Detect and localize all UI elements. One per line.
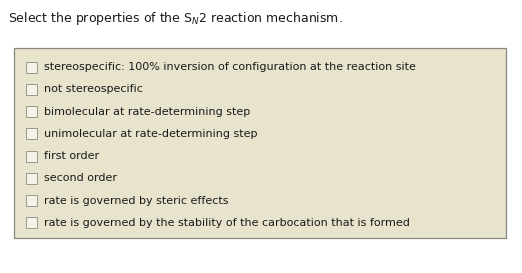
- Text: unimolecular at rate-determining step: unimolecular at rate-determining step: [44, 129, 257, 139]
- FancyBboxPatch shape: [26, 62, 37, 73]
- FancyBboxPatch shape: [26, 151, 37, 162]
- Text: second order: second order: [44, 173, 117, 183]
- FancyBboxPatch shape: [26, 84, 37, 95]
- FancyBboxPatch shape: [26, 128, 37, 140]
- FancyBboxPatch shape: [14, 48, 506, 238]
- FancyBboxPatch shape: [26, 173, 37, 184]
- Text: first order: first order: [44, 151, 99, 161]
- FancyBboxPatch shape: [26, 217, 37, 229]
- Text: rate is governed by steric effects: rate is governed by steric effects: [44, 196, 229, 206]
- Text: rate is governed by the stability of the carbocation that is formed: rate is governed by the stability of the…: [44, 218, 410, 228]
- FancyBboxPatch shape: [26, 106, 37, 117]
- Text: bimolecular at rate-determining step: bimolecular at rate-determining step: [44, 107, 250, 117]
- Text: not stereospecific: not stereospecific: [44, 84, 143, 94]
- Text: Select the properties of the S$_N$2 reaction mechanism.: Select the properties of the S$_N$2 reac…: [8, 10, 343, 27]
- FancyBboxPatch shape: [26, 195, 37, 206]
- Text: stereospecific: 100% inversion of configuration at the reaction site: stereospecific: 100% inversion of config…: [44, 62, 416, 72]
